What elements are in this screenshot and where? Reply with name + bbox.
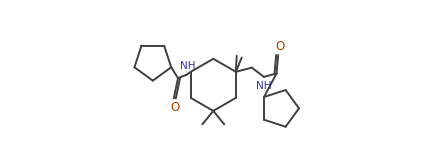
Text: NH: NH xyxy=(256,81,271,91)
Text: O: O xyxy=(275,40,284,53)
Text: O: O xyxy=(170,101,179,114)
Text: NH: NH xyxy=(179,60,194,71)
